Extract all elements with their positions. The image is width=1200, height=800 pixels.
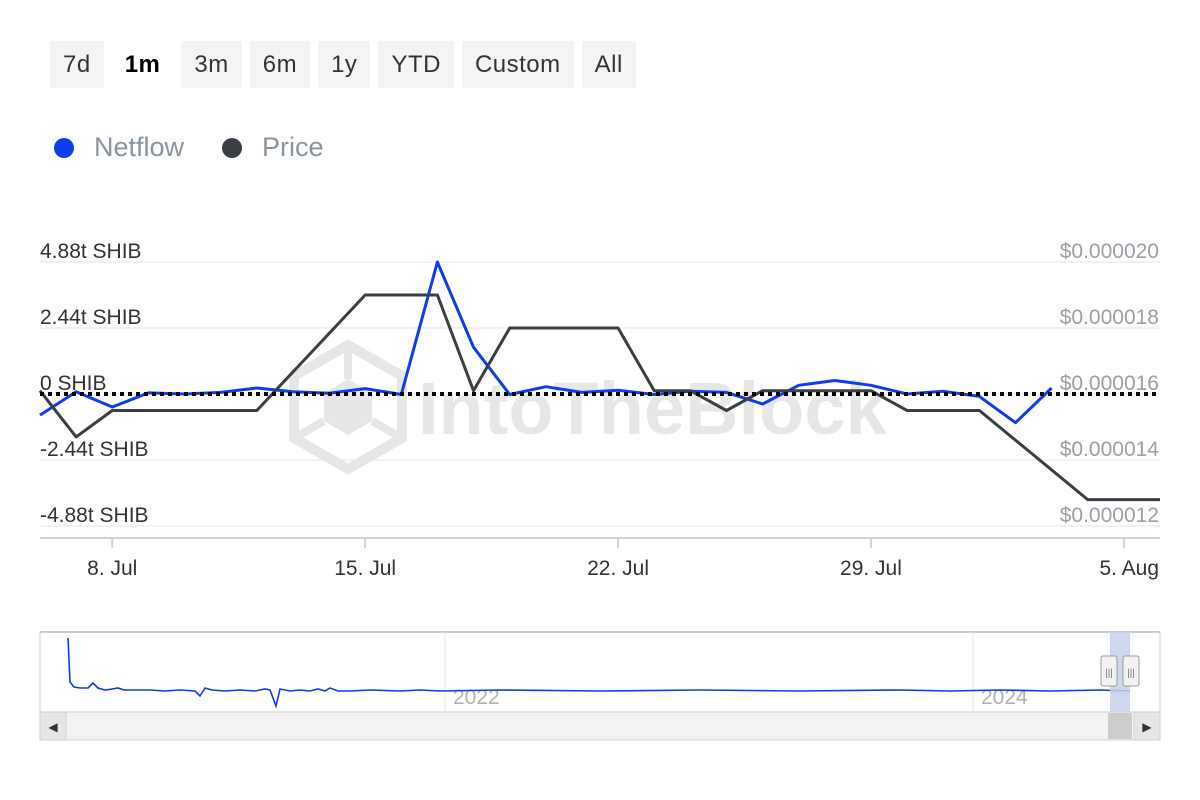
navigator-left-handle[interactable]: |||	[1100, 655, 1118, 687]
legend-label: Price	[262, 132, 324, 162]
left-axis-tick-label: -2.44t SHIB	[40, 438, 149, 461]
navigator-year-2024: 2024	[981, 686, 1028, 709]
right-axis-tick-label: $0.000014	[1060, 438, 1160, 461]
legend-marker-icon	[54, 137, 74, 158]
legend-item-netflow[interactable]: Netflow	[54, 132, 184, 163]
right-axis-tick-label: $0.000016	[1060, 372, 1159, 395]
left-axis-tick-label: -4.88t SHIB	[40, 504, 149, 527]
left-axis-tick-label: 4.88t SHIB	[40, 240, 142, 263]
x-axis-tick-label: 22. Jul	[587, 557, 649, 580]
range-button-3m[interactable]: 3m	[181, 41, 242, 88]
watermark: IntoTheBlock	[289, 339, 888, 475]
range-button-6m[interactable]: 6m	[249, 41, 311, 88]
legend-item-price[interactable]: Price	[222, 132, 324, 163]
scrollbar-track[interactable]	[39, 711, 1161, 741]
handle-grip-icon: |||	[1127, 668, 1135, 679]
scrollbar-thumb[interactable]	[1108, 713, 1132, 739]
main-chart: IntoTheBlock 4.88t SHIB 2.44t SHIB 0 SHIB -…	[38, 240, 1160, 580]
handle-grip-icon: |||	[1105, 668, 1113, 679]
left-axis-tick-label: 0 SHIB	[40, 372, 107, 395]
series-line-price	[38, 293, 1160, 502]
x-axis-tick-label: 8. Jul	[87, 557, 137, 580]
chevron-left-icon: ◀	[48, 720, 58, 734]
scroll-right-button[interactable]: ▶	[1133, 711, 1161, 741]
navigator-year-2022: 2022	[453, 686, 500, 709]
navigator[interactable]: 2022 2024 ||| ||| ◀ ▶	[0, 620, 1200, 750]
watermark-text: IntoTheBlock	[418, 367, 888, 450]
legend-label: Netflow	[94, 132, 185, 162]
range-button-1m[interactable]: 1m	[111, 41, 174, 88]
range-button-ytd[interactable]: YTD	[378, 41, 454, 88]
right-axis-tick-label: $0.000018	[1060, 306, 1159, 329]
x-axis-tick-label: 5. Aug	[1099, 557, 1159, 580]
range-button-7d[interactable]: 7d	[50, 41, 104, 88]
legend-marker-icon	[222, 137, 243, 158]
x-axis-tick-label: 29. Jul	[840, 557, 902, 580]
chevron-right-icon: ▶	[1142, 720, 1152, 734]
navigator-selection[interactable]	[1110, 632, 1130, 712]
right-axis-tick-label: $0.000020	[1060, 240, 1159, 263]
range-button-all[interactable]: All	[581, 41, 636, 88]
right-axis-tick-label: $0.000012	[1060, 504, 1159, 527]
range-button-custom[interactable]: Custom	[461, 41, 574, 88]
left-axis-tick-label: 2.44t SHIB	[40, 306, 142, 329]
scroll-left-button[interactable]: ◀	[39, 711, 67, 741]
navigator-right-handle[interactable]: |||	[1122, 655, 1140, 687]
time-range-selector: 7d 1m 3m 6m 1y YTD Custom All	[50, 41, 636, 88]
chart-legend: Netflow Price	[54, 132, 324, 163]
navigator-series	[67, 637, 1131, 709]
range-button-1y[interactable]: 1y	[318, 41, 371, 88]
x-axis-tick-label: 15. Jul	[334, 557, 396, 580]
